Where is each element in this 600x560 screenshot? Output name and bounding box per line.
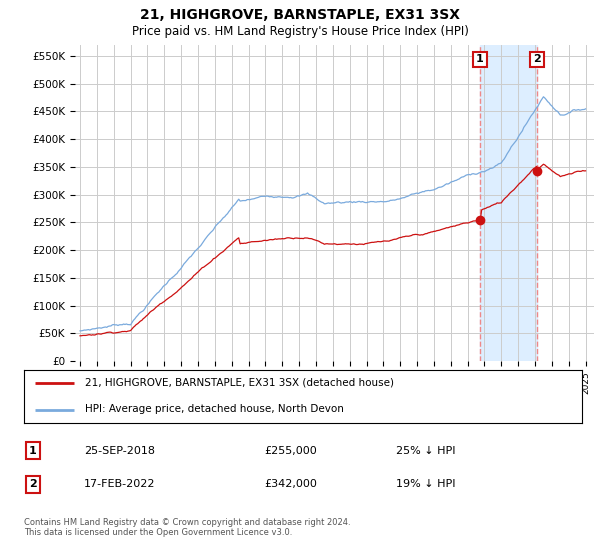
Text: 19% ↓ HPI: 19% ↓ HPI	[396, 479, 455, 489]
Text: £255,000: £255,000	[264, 446, 317, 456]
Text: £342,000: £342,000	[264, 479, 317, 489]
Text: 21, HIGHGROVE, BARNSTAPLE, EX31 3SX (detached house): 21, HIGHGROVE, BARNSTAPLE, EX31 3SX (det…	[85, 378, 394, 388]
Text: Price paid vs. HM Land Registry's House Price Index (HPI): Price paid vs. HM Land Registry's House …	[131, 25, 469, 38]
Text: 1: 1	[29, 446, 37, 456]
Text: 21, HIGHGROVE, BARNSTAPLE, EX31 3SX: 21, HIGHGROVE, BARNSTAPLE, EX31 3SX	[140, 8, 460, 22]
Text: 25-SEP-2018: 25-SEP-2018	[84, 446, 155, 456]
Text: 2: 2	[29, 479, 37, 489]
Text: Contains HM Land Registry data © Crown copyright and database right 2024.
This d: Contains HM Land Registry data © Crown c…	[24, 518, 350, 538]
Bar	[480, 45, 537, 361]
Text: 1: 1	[476, 54, 484, 64]
Text: HPI: Average price, detached house, North Devon: HPI: Average price, detached house, Nort…	[85, 404, 344, 414]
Text: 17-FEB-2022: 17-FEB-2022	[84, 479, 155, 489]
Text: 2: 2	[533, 54, 541, 64]
Text: 25% ↓ HPI: 25% ↓ HPI	[396, 446, 455, 456]
